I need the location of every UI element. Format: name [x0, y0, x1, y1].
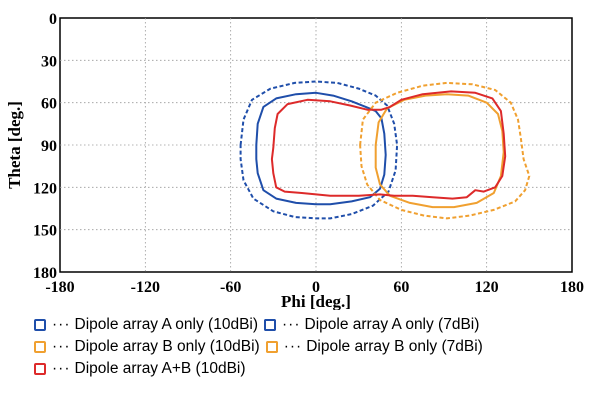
y-tick-label: 120 — [33, 180, 57, 197]
legend-item: ··· Dipole array A only (7dBi) — [264, 316, 479, 334]
legend-label: Dipole array A+B (10dBi) — [74, 360, 246, 377]
legend-dots: ··· — [52, 316, 71, 333]
legend-item: ··· Dipole array B only (7dBi) — [265, 338, 483, 356]
x-tick-label: -180 — [45, 279, 74, 296]
series-line-1 — [255, 91, 387, 206]
x-tick-label: 180 — [560, 279, 584, 296]
x-tick-label: -60 — [220, 279, 241, 296]
y-tick-label: 90 — [41, 138, 57, 155]
legend-label: Dipole array A only (10dBi) — [74, 316, 259, 333]
legend-dots: ··· — [283, 338, 303, 355]
legend-item: ··· Dipole array A+B (10dBi) — [34, 360, 246, 378]
legend-item: ··· Dipole array A only (10dBi) — [34, 316, 258, 334]
y-axis-label: Theta [deg.] — [5, 101, 24, 189]
x-tick-label: 60 — [393, 279, 409, 296]
grid-lines — [60, 18, 572, 272]
legend-dots: ··· — [52, 338, 71, 355]
legend-row: ··· Dipole array A+B (10dBi) — [34, 358, 604, 380]
series-line-4 — [359, 81, 531, 220]
x-tick-label: -120 — [131, 279, 160, 296]
y-tick-label: 150 — [33, 223, 57, 240]
series-line-3 — [374, 93, 505, 209]
x-tick-labels: -180 -120 -60 0 60 120 180 — [45, 279, 584, 296]
legend-swatch — [264, 319, 277, 331]
legend-row: ··· Dipole array A only (10dBi) ··· Dipole … — [34, 314, 604, 336]
x-tick-label: 120 — [475, 279, 499, 296]
series-line-2 — [239, 80, 399, 220]
legend-dots: ··· — [52, 360, 71, 377]
legend-label: Dipole array B only (7dBi) — [306, 338, 483, 355]
x-axis-label: Phi [deg.] — [281, 292, 351, 310]
y-tick-label: 30 — [41, 53, 57, 70]
legend-swatch — [34, 363, 46, 375]
series-group — [239, 80, 531, 220]
legend-label: Dipole array A only (7dBi) — [304, 316, 480, 333]
y-tick-label: 0 — [49, 11, 57, 28]
legend-swatch — [34, 319, 46, 331]
legend-swatch — [265, 341, 278, 353]
legend-swatch — [34, 341, 46, 353]
contour-chart: -180 -120 -60 0 60 120 180 0 30 60 90 120 150 180 Ph… — [5, 11, 584, 310]
legend-row: ··· Dipole array B only (10dBi) ··· Dipole … — [34, 336, 604, 358]
x-tick-label: 0 — [312, 279, 320, 296]
y-tick-label: 180 — [33, 265, 57, 282]
legend-label: Dipole array B only (10dBi) — [74, 338, 260, 355]
legend-item: ··· Dipole array B only (10dBi) — [34, 338, 260, 356]
series-line-5 — [270, 90, 507, 200]
legend: ··· Dipole array A only (10dBi) ··· Dipole … — [34, 314, 604, 380]
legend-dots: ··· — [282, 316, 301, 333]
y-tick-labels: 0 30 60 90 120 150 180 — [33, 11, 57, 282]
y-tick-label: 60 — [41, 96, 57, 113]
